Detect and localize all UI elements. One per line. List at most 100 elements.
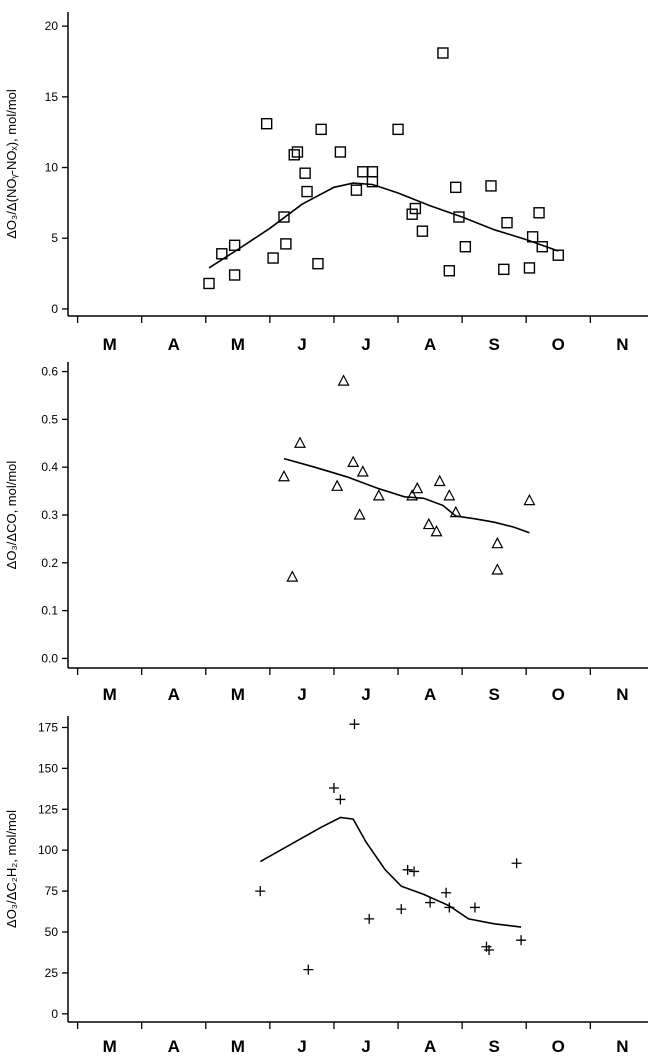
triangle-marker <box>523 493 536 506</box>
month-label: J <box>297 1037 306 1056</box>
month-label: J <box>297 685 306 704</box>
triangle-marker <box>294 436 306 448</box>
month-label: J <box>361 685 370 704</box>
month-label: A <box>424 685 436 704</box>
square-marker <box>459 241 472 253</box>
square-marker <box>228 269 241 281</box>
month-label: M <box>103 335 117 354</box>
month-label: S <box>489 1037 500 1056</box>
month-label: S <box>489 335 500 354</box>
square-marker <box>334 146 347 158</box>
panel-no3-ratio: 0 5 10 15 20 M A M J J A S O N ΔO₃/Δ(NOᵧ-NOₓ), mol/mol <box>4 12 648 354</box>
y-tick-label: 15 <box>45 90 59 104</box>
square-marker <box>366 166 379 178</box>
panel-co-ratio: 0.0 0.1 0.2 0.3 0.4 0.5 0.6 M A M J J A S O N ΔO₃/ΔCO, m… <box>4 362 648 704</box>
y-tick-label: 50 <box>45 925 59 939</box>
square-marker <box>437 47 449 59</box>
month-label: M <box>231 1037 245 1056</box>
plus-marker <box>409 866 420 877</box>
y-tick-label: 0.6 <box>41 365 58 379</box>
plus-marker <box>255 886 266 897</box>
triangle-marker <box>331 479 344 491</box>
square-marker <box>366 175 379 188</box>
month-label: M <box>231 685 245 704</box>
y-tick-label: 0.3 <box>41 508 58 522</box>
triangle-marker <box>433 474 446 487</box>
y-tick-label: 175 <box>38 720 58 734</box>
triangle-marker <box>491 536 504 549</box>
plus-marker <box>441 887 452 898</box>
month-label: S <box>489 685 500 704</box>
month-label: J <box>361 335 370 354</box>
y-axis-label: ΔO₃/ΔC₂H₂, mol/mol <box>4 810 19 928</box>
square-marker <box>301 185 313 198</box>
month-label: N <box>616 335 628 354</box>
month-label: M <box>231 335 245 354</box>
square-marker <box>312 257 324 270</box>
y-tick-label: 0.0 <box>41 651 58 665</box>
y-tick-label: 20 <box>45 19 59 33</box>
month-label: J <box>297 335 306 354</box>
square-marker <box>291 146 304 158</box>
y-axis-label: ΔO₃/Δ(NOᵧ-NOₓ), mol/mol <box>4 89 19 239</box>
plus-marker <box>364 913 375 924</box>
triangle-marker <box>491 563 504 575</box>
month-label: A <box>424 1037 436 1056</box>
triangle-marker <box>347 455 360 468</box>
month-label: N <box>616 1037 628 1056</box>
square-marker <box>216 248 228 260</box>
square-marker <box>260 118 273 130</box>
square-marker <box>485 180 497 192</box>
square-marker <box>299 167 311 179</box>
panel-c2h2-ratio: 0 25 50 75 100 125 150 175 M A M J J A S O N ΔO₃/ΔC₂H₂, m… <box>4 716 648 1056</box>
month-label: A <box>424 335 436 354</box>
y-tick-label: 0.4 <box>41 460 58 474</box>
square-marker <box>526 231 539 243</box>
month-label: J <box>361 1037 370 1056</box>
square-marker <box>280 238 292 250</box>
square-marker <box>350 184 363 196</box>
y-tick-label: 75 <box>45 884 59 898</box>
square-marker <box>443 265 456 277</box>
square-marker <box>267 252 279 264</box>
triangle-marker <box>337 374 350 386</box>
square-marker <box>453 211 465 223</box>
triangle-marker <box>430 524 443 537</box>
plus-marker <box>396 904 407 915</box>
square-marker <box>501 216 513 229</box>
plus-marker <box>349 719 360 730</box>
plus-marker <box>511 858 522 869</box>
month-label: M <box>103 685 117 704</box>
square-marker <box>536 241 548 253</box>
y-tick-label: 100 <box>38 843 58 857</box>
y-tick-label: 0 <box>51 1007 58 1021</box>
plus-marker <box>484 945 495 955</box>
month-label: O <box>552 335 565 354</box>
month-label: M <box>103 1037 117 1056</box>
square-marker <box>203 277 215 290</box>
square-marker <box>416 225 429 237</box>
triangle-marker <box>449 505 462 518</box>
month-label: O <box>552 685 565 704</box>
square-marker <box>357 166 369 178</box>
y-tick-label: 150 <box>38 761 58 775</box>
triangle-marker <box>277 469 290 482</box>
y-tick-label: 125 <box>38 802 58 816</box>
triangle-marker <box>406 489 419 501</box>
square-marker <box>498 263 510 276</box>
plus-marker <box>516 935 527 946</box>
month-label: O <box>552 1037 565 1056</box>
triangle-marker <box>422 517 435 530</box>
month-label: A <box>168 685 180 704</box>
triangle-marker <box>286 570 299 582</box>
y-tick-label: 10 <box>45 161 59 175</box>
triangle-marker <box>372 489 385 501</box>
plus-marker <box>303 964 314 975</box>
y-axis-label: ΔO₃/ΔCO, mol/mol <box>4 461 19 570</box>
plus-marker <box>402 864 413 875</box>
y-tick-label: 0.5 <box>41 412 58 426</box>
trend-line <box>259 816 522 928</box>
square-marker <box>392 123 404 136</box>
plus-marker <box>425 897 436 908</box>
